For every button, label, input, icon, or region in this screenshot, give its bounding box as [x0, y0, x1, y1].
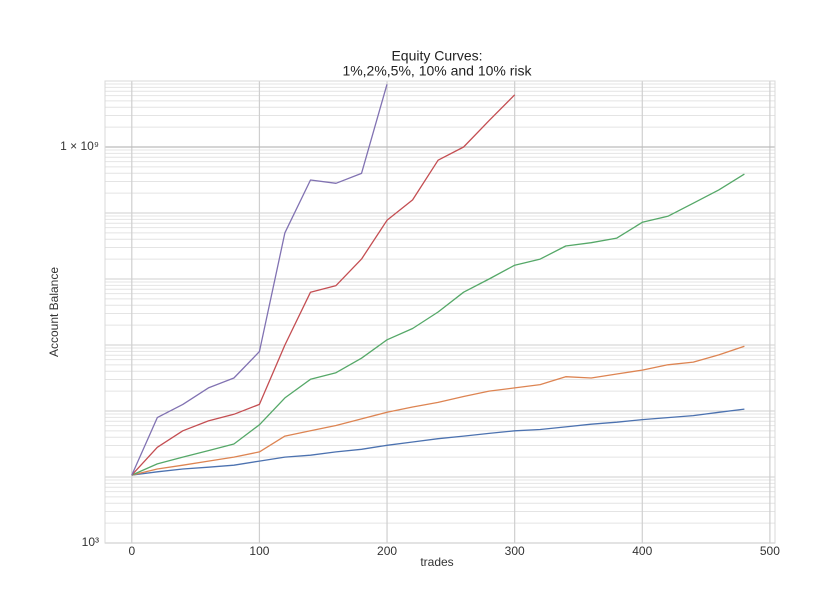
series-line — [131, 345, 745, 476]
series-line — [131, 173, 745, 476]
series-line — [131, 94, 516, 476]
y-tick-label: 1 × 10⁹ — [60, 139, 99, 153]
x-tick-label: 0 — [128, 544, 135, 558]
chart-title: Equity Curves: — [391, 48, 482, 64]
x-axis-label: trades — [420, 555, 453, 569]
x-tick-label: 400 — [632, 544, 652, 558]
x-tick-label: 300 — [505, 544, 525, 558]
x-tick-label: 200 — [377, 544, 397, 558]
chart-title: 1%,2%,5%, 10% and 10% risk — [342, 63, 532, 79]
series-line — [131, 84, 388, 476]
plot-frame — [104, 80, 776, 544]
series-line — [131, 408, 745, 476]
y-axis-label: Account Balance — [47, 267, 61, 357]
y-tick-label: 10³ — [82, 535, 99, 549]
x-tick-label: 100 — [249, 544, 269, 558]
x-tick-label: 500 — [760, 544, 780, 558]
